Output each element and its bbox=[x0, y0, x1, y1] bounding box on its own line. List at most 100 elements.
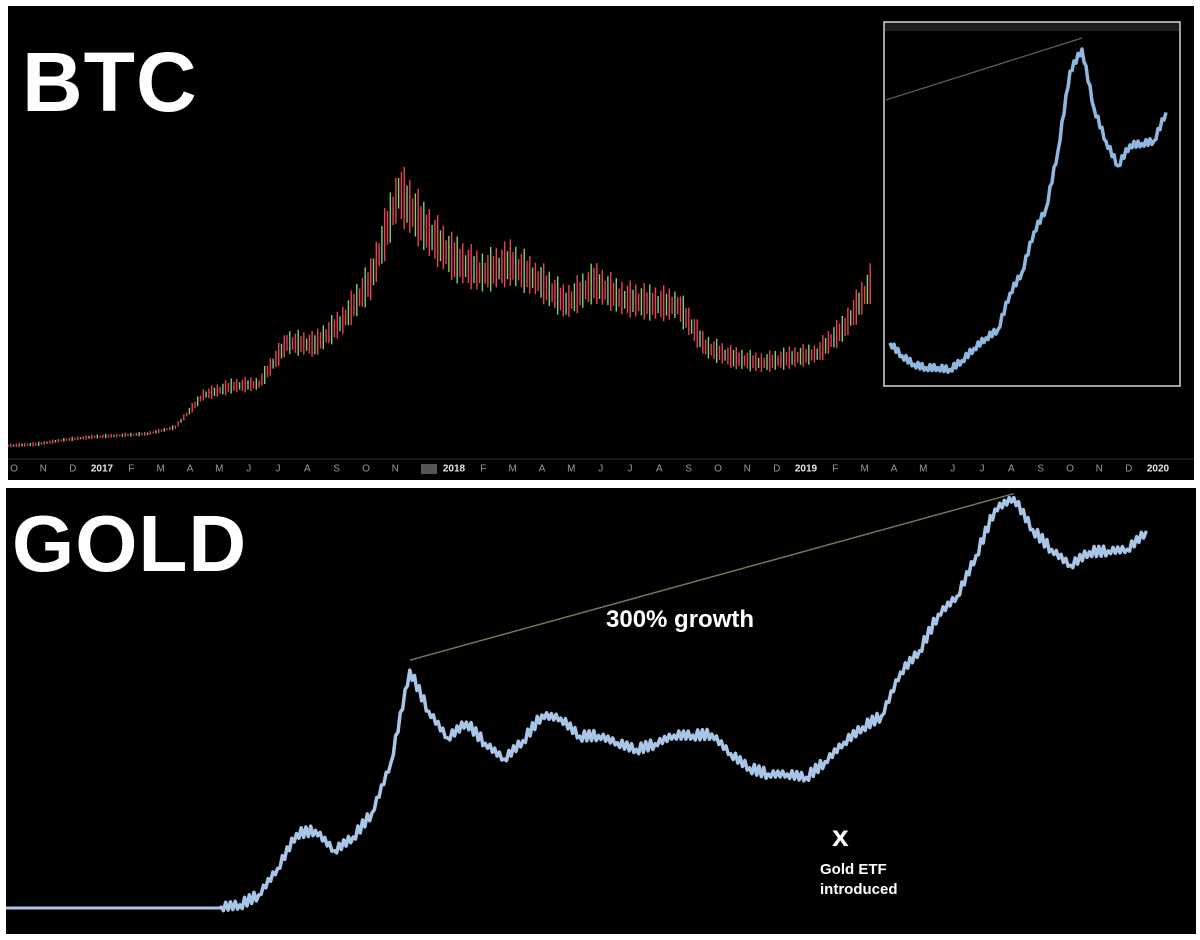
gold-point bbox=[238, 903, 242, 907]
btc-tick-label: 2020 bbox=[1147, 463, 1170, 474]
gold-point bbox=[483, 741, 487, 745]
gold-point bbox=[295, 832, 299, 836]
gold-point bbox=[1031, 528, 1035, 532]
gold-point bbox=[1068, 563, 1072, 567]
gold-point bbox=[785, 772, 789, 776]
btc-tick-label: F bbox=[480, 463, 486, 474]
gold-point bbox=[615, 741, 619, 745]
btc-tick-label: M bbox=[215, 463, 223, 474]
etf-annotation: Gold ETF introduced bbox=[820, 860, 898, 900]
btc-tick-label: N bbox=[1096, 463, 1103, 474]
btc-tick-label: M bbox=[157, 463, 165, 474]
gold-point bbox=[653, 742, 657, 746]
btc-inset-trend-line bbox=[885, 37, 1083, 101]
gold-point bbox=[1050, 548, 1054, 552]
gold-point bbox=[370, 811, 374, 815]
gold-point bbox=[1106, 549, 1110, 553]
gold-point bbox=[974, 554, 978, 558]
gold-point bbox=[351, 835, 355, 839]
gold-point bbox=[559, 716, 563, 720]
gold-chart-panel: GOLD 300% growth x Gold ETF introduced bbox=[6, 488, 1196, 934]
btc-tick-label: 2019 bbox=[795, 463, 818, 474]
gold-point bbox=[993, 507, 997, 511]
gold-point bbox=[332, 849, 336, 853]
gold-point bbox=[578, 734, 582, 738]
btc-tick-label: O bbox=[714, 463, 722, 474]
gold-point bbox=[313, 828, 317, 832]
gold-point bbox=[823, 760, 827, 764]
gold-point bbox=[427, 709, 431, 713]
gold-point bbox=[597, 733, 601, 737]
btc-chart-panel: O N D 2017 F M A M J J A S O N D 2018 F M A M J J A S O N D 2019 F M A… bbox=[8, 6, 1194, 480]
gold-point bbox=[880, 714, 884, 718]
btc-tick-label: A bbox=[891, 463, 898, 474]
btc-tick-label: S bbox=[1037, 463, 1044, 474]
etf-label-line1: Gold ETF bbox=[820, 861, 887, 878]
gold-point bbox=[936, 612, 940, 616]
btc-chart: O N D 2017 F M A M J J A S O N D 2018 F M A M J J A S O N D 2019 F M A… bbox=[8, 21, 1194, 474]
btc-tick-label: M bbox=[861, 463, 869, 474]
btc-tick-label: M bbox=[509, 463, 517, 474]
gold-point bbox=[540, 713, 544, 717]
btc-tick-label: D bbox=[69, 463, 76, 474]
gold-point bbox=[672, 733, 676, 737]
btc-tick-label: O bbox=[362, 463, 370, 474]
gold-point bbox=[634, 747, 638, 751]
etf-label-line2: introduced bbox=[820, 881, 898, 898]
btc-tick-label: M bbox=[567, 463, 575, 474]
btc-tick-label: J bbox=[980, 463, 985, 474]
gold-point bbox=[446, 736, 450, 740]
btc-tick-label: F bbox=[832, 463, 838, 474]
gold-point bbox=[899, 670, 903, 674]
gold-point bbox=[276, 866, 280, 870]
btc-tick-label: N bbox=[40, 463, 47, 474]
gold-point bbox=[710, 732, 714, 736]
gold-point bbox=[917, 649, 921, 653]
btc-tick-label: M bbox=[919, 463, 927, 474]
btc-tick-label: D bbox=[773, 463, 780, 474]
btc-tick-label: A bbox=[1008, 463, 1015, 474]
btc-inset-header bbox=[885, 23, 1179, 31]
growth-annotation: 300% growth bbox=[606, 606, 755, 633]
btc-tick-label: A bbox=[304, 463, 311, 474]
gold-point bbox=[1125, 547, 1129, 551]
gold-point bbox=[842, 740, 846, 744]
btc-tick-label: J bbox=[950, 463, 955, 474]
btc-tick-label: J bbox=[246, 463, 251, 474]
btc-tick-label: 2017 bbox=[91, 463, 114, 474]
btc-tick-label: A bbox=[656, 463, 663, 474]
gold-point bbox=[408, 668, 412, 672]
gold-chart bbox=[6, 492, 1148, 913]
gold-point bbox=[1012, 496, 1016, 500]
btc-tick-label: J bbox=[598, 463, 603, 474]
gold-point bbox=[219, 905, 223, 909]
btc-tick-label: J bbox=[276, 463, 281, 474]
btc-tick-label: F bbox=[128, 463, 134, 474]
gold-point bbox=[729, 752, 733, 756]
growth-trend-line bbox=[409, 492, 1015, 661]
gold-point bbox=[804, 775, 808, 779]
btc-inset-gold-line bbox=[888, 47, 1168, 374]
gold-point bbox=[691, 733, 695, 737]
gold-point bbox=[1087, 550, 1091, 554]
gold-point bbox=[955, 594, 959, 598]
scrollbar-thumb[interactable] bbox=[421, 464, 437, 474]
btc-tick-label: N bbox=[744, 463, 751, 474]
gold-price-line bbox=[219, 495, 1148, 913]
gold-point bbox=[766, 772, 770, 776]
btc-tick-label: 2018 bbox=[443, 463, 466, 474]
gold-point bbox=[464, 720, 468, 724]
btc-tick-label: O bbox=[1066, 463, 1074, 474]
gold-point bbox=[257, 893, 261, 897]
btc-tick-label: N bbox=[392, 463, 399, 474]
gold-point bbox=[502, 757, 506, 761]
btc-inset-box bbox=[883, 21, 1181, 387]
gold-point bbox=[521, 739, 525, 743]
gold-point bbox=[1144, 530, 1148, 534]
btc-tick-label: A bbox=[187, 463, 194, 474]
btc-tick-label: D bbox=[1125, 463, 1132, 474]
btc-tick-label: A bbox=[539, 463, 546, 474]
btc-tick-label: S bbox=[333, 463, 340, 474]
btc-title: BTC bbox=[22, 35, 198, 129]
btc-tick-label: O bbox=[10, 463, 18, 474]
